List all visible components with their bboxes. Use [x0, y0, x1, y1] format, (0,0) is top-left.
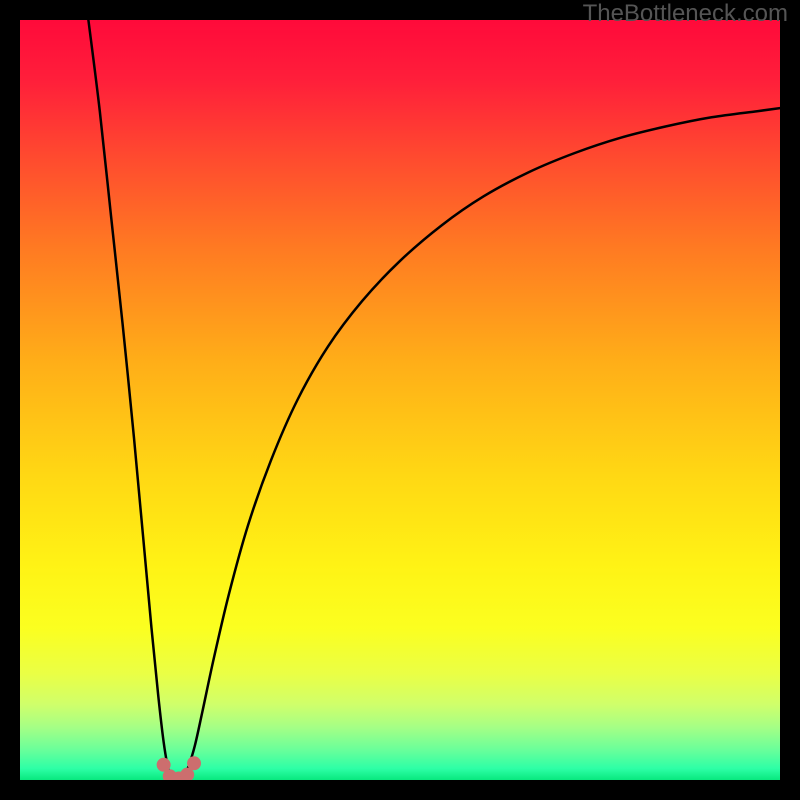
- curve-marker: [187, 756, 201, 770]
- plot-area: [20, 20, 780, 780]
- curve-layer: [20, 20, 780, 780]
- bottleneck-curve: [88, 20, 780, 779]
- chart-frame: TheBottleneck.com: [0, 0, 800, 800]
- marker-group: [157, 756, 201, 780]
- watermark-text: TheBottleneck.com: [583, 0, 788, 28]
